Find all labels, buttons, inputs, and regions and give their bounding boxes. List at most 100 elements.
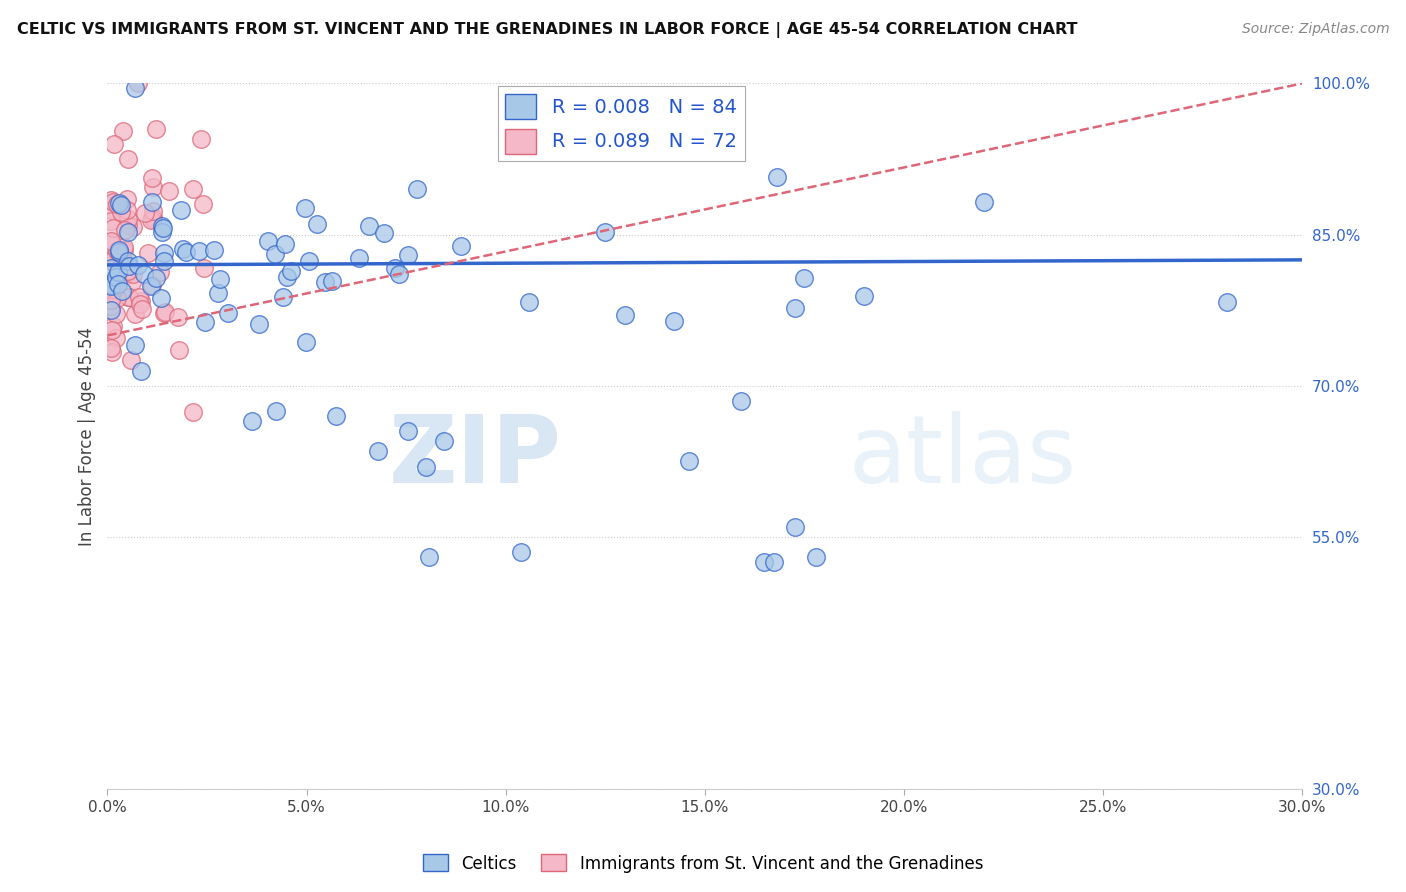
- Point: [188, 244, 211, 258]
- Point: [396, 424, 419, 438]
- Point: [108, 195, 131, 210]
- Point: [142, 180, 165, 194]
- Point: [274, 237, 297, 252]
- Point: [298, 254, 321, 268]
- Point: [100, 260, 122, 275]
- Point: [124, 338, 146, 352]
- Point: [418, 550, 440, 565]
- Legend: Celtics, Immigrants from St. Vincent and the Grenadines: Celtics, Immigrants from St. Vincent and…: [416, 847, 990, 880]
- Point: [136, 245, 159, 260]
- Point: [247, 317, 270, 331]
- Point: [853, 289, 876, 303]
- Point: [122, 267, 145, 281]
- Point: [593, 225, 616, 239]
- Text: Source: ZipAtlas.com: Source: ZipAtlas.com: [1241, 22, 1389, 37]
- Point: [614, 308, 637, 322]
- Point: [170, 203, 193, 218]
- Point: [153, 305, 176, 319]
- Point: [149, 265, 172, 279]
- Point: [157, 184, 180, 198]
- Point: [118, 290, 141, 304]
- Point: [128, 297, 150, 311]
- Point: [678, 454, 700, 468]
- Point: [152, 306, 174, 320]
- Point: [264, 404, 287, 418]
- Point: [120, 352, 142, 367]
- Point: [406, 182, 429, 196]
- Point: [117, 152, 139, 166]
- Point: [124, 307, 146, 321]
- Point: [124, 81, 146, 95]
- Point: [110, 204, 132, 219]
- Point: [105, 269, 128, 284]
- Point: [142, 204, 165, 219]
- Point: [100, 234, 122, 248]
- Point: [107, 244, 129, 259]
- Point: [804, 550, 827, 565]
- Point: [763, 555, 786, 569]
- Point: [194, 315, 217, 329]
- Point: [167, 310, 190, 325]
- Point: [240, 414, 263, 428]
- Point: [152, 246, 174, 260]
- Point: [190, 132, 212, 146]
- Point: [127, 77, 149, 91]
- Point: [101, 195, 124, 210]
- Point: [118, 262, 141, 277]
- Point: [117, 264, 139, 278]
- Point: [264, 247, 287, 261]
- Point: [294, 202, 316, 216]
- Point: [217, 306, 239, 320]
- Point: [373, 226, 395, 240]
- Point: [107, 277, 129, 292]
- Point: [142, 210, 165, 224]
- Point: [193, 260, 215, 275]
- Point: [118, 260, 141, 274]
- Point: [174, 244, 197, 259]
- Point: [145, 121, 167, 136]
- Point: [100, 293, 122, 307]
- Point: [117, 211, 139, 226]
- Legend: R = 0.008   N = 84, R = 0.089   N = 72: R = 0.008 N = 84, R = 0.089 N = 72: [498, 87, 745, 161]
- Point: [100, 278, 122, 293]
- Point: [112, 244, 135, 258]
- Point: [110, 198, 132, 212]
- Point: [100, 236, 122, 251]
- Point: [202, 244, 225, 258]
- Point: [141, 194, 163, 209]
- Point: [388, 268, 411, 282]
- Point: [415, 459, 437, 474]
- Point: [132, 267, 155, 281]
- Point: [105, 244, 128, 258]
- Point: [295, 335, 318, 350]
- Point: [112, 123, 135, 137]
- Point: [169, 343, 191, 357]
- Point: [207, 286, 229, 301]
- Text: CELTIC VS IMMIGRANTS FROM ST. VINCENT AND THE GRENADINES IN LABOR FORCE | AGE 45: CELTIC VS IMMIGRANTS FROM ST. VINCENT AN…: [17, 22, 1077, 38]
- Point: [100, 214, 122, 228]
- Point: [142, 212, 165, 227]
- Point: [104, 331, 127, 345]
- Point: [793, 271, 815, 285]
- Point: [181, 405, 204, 419]
- Point: [145, 271, 167, 285]
- Point: [141, 277, 163, 292]
- Point: [276, 270, 298, 285]
- Point: [257, 234, 280, 248]
- Point: [104, 307, 127, 321]
- Point: [150, 219, 173, 233]
- Point: [117, 219, 139, 233]
- Point: [280, 264, 302, 278]
- Point: [450, 239, 472, 253]
- Point: [314, 275, 336, 289]
- Point: [107, 265, 129, 279]
- Point: [139, 278, 162, 293]
- Text: atlas: atlas: [848, 411, 1077, 503]
- Point: [100, 283, 122, 297]
- Point: [193, 196, 215, 211]
- Point: [112, 239, 135, 253]
- Y-axis label: In Labor Force | Age 45-54: In Labor Force | Age 45-54: [79, 326, 96, 546]
- Point: [347, 251, 370, 265]
- Point: [305, 218, 328, 232]
- Point: [103, 282, 125, 296]
